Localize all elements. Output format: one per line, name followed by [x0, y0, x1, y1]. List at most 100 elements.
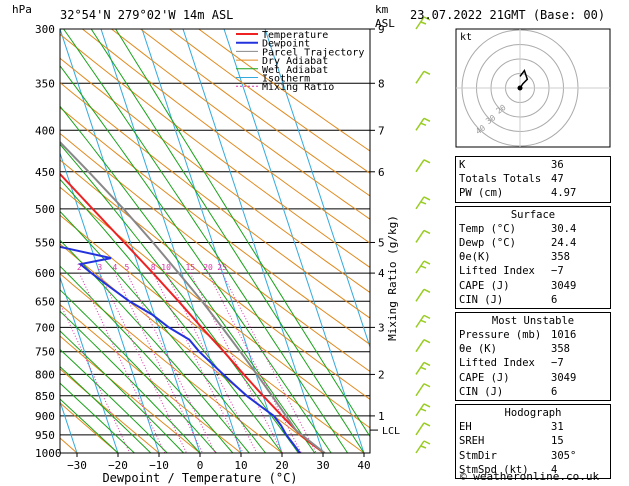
- table-title: Hodograph: [504, 407, 562, 419]
- wind-barb: [415, 383, 431, 397]
- mixing-ratio-label: 5: [125, 263, 130, 272]
- wet-adiabat-line: [60, 289, 217, 453]
- indices-table: K 36 Totals Totals 47 PW (cm) 4.97: [455, 156, 611, 203]
- lcl-label: LCL: [382, 426, 400, 437]
- legend-entry: Temperature: [262, 30, 328, 41]
- km-tick-label: 7: [378, 124, 385, 137]
- table-row: PW (cm) 4.97: [459, 187, 577, 200]
- wind-barb: [415, 440, 431, 454]
- legend-entry: Parcel Trajectory: [262, 47, 364, 58]
- km-label: km: [375, 3, 389, 16]
- dry-adiabat-line: [0, 29, 36, 453]
- pressure-tick-label: 650: [35, 295, 55, 308]
- dry-adiabat-line: [60, 335, 201, 453]
- km-tick-label: 4: [378, 267, 385, 280]
- isotherm-line: [223, 29, 365, 453]
- dry-adiabat-line: [60, 303, 242, 453]
- pressure-tick-label: 900: [35, 410, 55, 423]
- wet-adiabat-line: [60, 105, 316, 453]
- dry-adiabat-line: [169, 29, 370, 174]
- table-row: SREH 15: [459, 435, 564, 448]
- wet-adiabat-line: [63, 29, 349, 453]
- pressure-tick-label: 450: [35, 166, 55, 179]
- table-row: EH 31: [459, 421, 564, 434]
- x-axis-label: Dewpoint / Temperature (°C): [102, 471, 297, 485]
- x-tick-label: 10: [234, 459, 247, 472]
- km-tick-label: 3: [378, 321, 385, 334]
- wet-adiabat-line: [60, 310, 201, 453]
- dry-adiabat-line: [198, 29, 370, 152]
- table-row: θe(K) 358: [459, 251, 570, 264]
- background-lines: [0, 29, 370, 453]
- plot-frame: [59, 28, 371, 454]
- location-label: 32°54'N 279°02'W 14m ASL: [60, 8, 234, 22]
- table-row: CIN (J) 6: [459, 293, 558, 306]
- pressure-tick-label: 750: [35, 346, 55, 359]
- dry-adiabat-line: [82, 29, 370, 244]
- stability-tables: K 36 Totals Totals 47 PW (cm) 4.97 Surface …: [455, 156, 611, 482]
- mixing-ratio-label: 2: [77, 263, 82, 272]
- wind-barb: [415, 422, 431, 436]
- hodograph-kt-label: kt: [460, 32, 472, 43]
- dry-adiabat-line: [60, 159, 370, 400]
- table-row: K 36: [459, 159, 564, 171]
- wind-barb: [415, 16, 431, 30]
- wet-adiabat-line: [60, 239, 250, 453]
- hodograph-center: [517, 85, 523, 91]
- km-tick-label: 8: [378, 77, 385, 90]
- x-tick-label: 30: [316, 459, 329, 472]
- pressure-tick-label: 350: [35, 77, 55, 90]
- wind-barb: [415, 288, 431, 302]
- datetime-label: 23.07.2022 21GMT (Base: 00): [410, 8, 606, 22]
- axes: 3003504004505005506006507007508008509009…: [35, 23, 400, 472]
- dry-adiabat-line: [60, 107, 370, 346]
- wet-adiabat-line: [60, 398, 119, 453]
- wind-barb: [415, 260, 431, 274]
- dry-adiabat-line: [60, 214, 365, 453]
- pressure-tick-label: 1000: [35, 447, 62, 460]
- asl-label: ASL: [375, 17, 395, 30]
- mixing-ratio-line: [189, 272, 283, 453]
- wet-adiabat-line: [60, 210, 266, 453]
- table-row: Pressure (mb) 1016: [459, 329, 577, 342]
- wet-adiabat-line: [115, 29, 370, 438]
- x-tick-label: −20: [108, 459, 128, 472]
- dry-adiabat-line: [60, 402, 119, 453]
- mixing-ratio-line: [221, 272, 317, 453]
- table-row: CAPE (J) 3049: [459, 371, 577, 384]
- wind-barb: [415, 314, 431, 328]
- isotherm-line: [60, 29, 201, 453]
- wet-adiabat-line: [60, 366, 152, 453]
- legend-entry: Wet Adiabat: [262, 65, 328, 76]
- dry-adiabat-line: [60, 368, 160, 453]
- sounding-profiles: 1 2 3 4 5 8 10 15 20 25: [60, 140, 326, 453]
- wet-adiabat-line: [60, 178, 283, 453]
- dry-adiabat-line: [60, 82, 370, 319]
- isotherm-line: [60, 151, 160, 453]
- isotherm-line: [264, 29, 370, 349]
- wind-barb: [415, 403, 431, 417]
- km-tick-label: 2: [378, 368, 385, 381]
- wind-barb: [415, 159, 431, 173]
- x-tick-label: 0: [197, 459, 204, 472]
- mixing-ratio-label: 3: [97, 263, 102, 272]
- pressure-tick-label: 550: [35, 236, 55, 249]
- pressure-tick-label: 400: [35, 124, 55, 137]
- table-row: StmSpd (kt) 4: [459, 463, 558, 476]
- pressure-tick-label: 500: [35, 203, 55, 216]
- dry-adiabat-line: [60, 132, 370, 373]
- legend-entry: Dry Adiabat: [262, 56, 328, 67]
- pressure-tick-label: 850: [35, 390, 55, 403]
- hodograph-table: Hodograph EH 31 SREH 15 StmDir 305° StmSpd …: [455, 404, 611, 479]
- x-tick-label: −10: [149, 459, 169, 472]
- mixing-ratio-label: 8: [151, 263, 156, 272]
- table-title: Most Unstable: [491, 314, 575, 327]
- copyright-footer: © weatheronline.co.uk: [460, 470, 600, 483]
- mixing-ratio-label: 25: [217, 263, 227, 272]
- surface-table: Surface Temp (°C) 30.4 Dewp (°C) 24.4 θe(K…: [455, 205, 611, 309]
- wet-adiabat-line: [90, 29, 365, 453]
- mixing-ratio-label: 20: [203, 263, 213, 272]
- wind-barb: [415, 117, 431, 131]
